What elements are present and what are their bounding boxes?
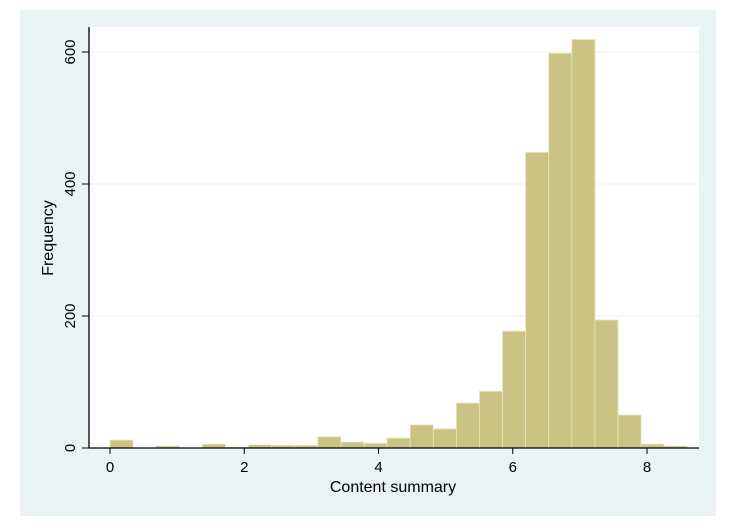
- x-tick-label: 0: [106, 459, 114, 476]
- histogram-bar: [455, 402, 480, 449]
- histogram-bar: [317, 436, 342, 449]
- histogram-bar: [409, 424, 434, 449]
- y-tick-label: 400: [62, 171, 79, 196]
- y-axis-label: Frequency: [40, 200, 57, 276]
- histogram-bar: [617, 414, 642, 449]
- x-tick-label: 2: [240, 459, 248, 476]
- histogram-bar: [594, 319, 619, 449]
- histogram-bar: [525, 151, 550, 449]
- y-tick-label: 0: [62, 444, 79, 452]
- histogram-bar: [571, 39, 596, 449]
- histogram-bar: [386, 437, 411, 449]
- histogram-bar: [479, 390, 503, 449]
- histogram-bar: [340, 441, 365, 449]
- histogram-bar: [548, 52, 573, 449]
- x-tick-label: 4: [374, 459, 382, 476]
- histogram-bar: [363, 442, 388, 449]
- x-tick-label: 8: [643, 459, 651, 476]
- x-axis-label: Content summary: [330, 479, 456, 496]
- histogram-bar: [502, 330, 527, 449]
- y-tick-label: 600: [62, 39, 79, 64]
- histogram-bar: [432, 428, 457, 449]
- histogram-bar: [109, 439, 134, 449]
- x-tick-label: 6: [509, 459, 517, 476]
- y-tick-label: 200: [62, 303, 79, 328]
